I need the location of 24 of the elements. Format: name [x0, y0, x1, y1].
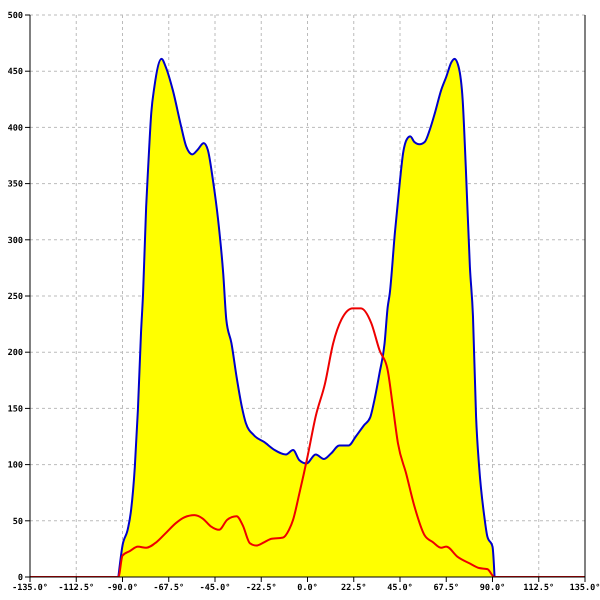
x-tick-label: -112.5° [58, 583, 94, 594]
y-tick-label: 200 [8, 348, 23, 358]
x-tick-label: -22.5° [246, 583, 277, 594]
x-tick-label: 90.0° [480, 583, 506, 594]
x-tick-label: -67.5° [153, 583, 184, 594]
x-tick-label: 45.0° [387, 583, 413, 594]
y-tick-label: 350 [8, 180, 23, 190]
y-tick-label: 50 [12, 516, 23, 527]
x-tick-label: -135.0° [12, 583, 48, 594]
x-tick-label: 22.5° [340, 583, 367, 594]
y-tick-label: 250 [8, 292, 23, 302]
y-tick-label: 150 [8, 404, 23, 414]
y-tick-label: 400 [8, 123, 23, 134]
x-tick-label: 67.5° [433, 583, 460, 594]
x-tick-label: 0.0° [297, 583, 318, 594]
x-tick-label: -45.0° [200, 583, 230, 594]
y-tick-label: 300 [8, 236, 23, 246]
y-tick-label: 0 [18, 573, 23, 584]
x-tick-label: -90.0° [107, 583, 138, 594]
y-tick-label: 450 [8, 67, 23, 78]
y-tick-label: 100 [8, 460, 23, 471]
x-tick-label: 135.0° [570, 583, 600, 594]
y-tick-label: 500 [8, 11, 23, 22]
x-tick-label: 112.5° [523, 583, 554, 594]
